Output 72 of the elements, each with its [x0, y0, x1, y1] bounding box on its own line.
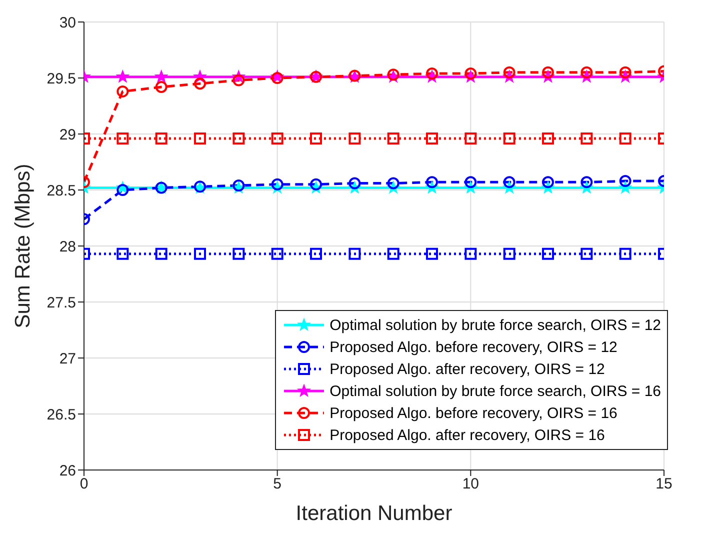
point	[464, 176, 477, 188]
y-tick-label: 28	[59, 238, 76, 256]
point	[426, 248, 438, 260]
point	[542, 66, 554, 78]
point	[464, 68, 477, 80]
point	[387, 177, 400, 190]
y-tick-label: 27.5	[46, 294, 76, 312]
point	[503, 66, 516, 78]
point	[155, 248, 168, 260]
x-tick-label: 0	[80, 476, 88, 493]
point	[580, 248, 593, 260]
y-axis-title: Sum Rate (Mbps)	[11, 164, 34, 328]
point	[464, 132, 477, 144]
point	[116, 132, 129, 144]
point	[619, 66, 632, 78]
point	[348, 132, 361, 144]
point	[116, 85, 129, 98]
point	[348, 177, 361, 190]
point	[426, 176, 438, 188]
y-tick-label: 27	[59, 350, 76, 368]
point	[503, 132, 516, 144]
point	[426, 68, 438, 80]
y-tick-label: 28.5	[46, 182, 76, 200]
point	[619, 132, 632, 144]
legend-label: Proposed Algo. after recovery, OIRS = 16	[330, 426, 605, 444]
point	[542, 176, 554, 188]
point	[194, 78, 206, 90]
point	[503, 248, 516, 260]
point	[619, 248, 632, 260]
legend-label: Proposed Algo. before recovery, OIRS = 12	[330, 338, 618, 356]
point	[232, 132, 245, 144]
legend-label: Proposed Algo. after recovery, OIRS = 12	[330, 360, 605, 378]
y-tick-label: 26	[59, 462, 76, 480]
point	[116, 184, 129, 196]
point	[310, 248, 322, 260]
point	[426, 132, 438, 144]
point	[194, 248, 206, 260]
point	[542, 248, 554, 260]
point	[542, 132, 554, 144]
y-tick-label: 29.5	[46, 70, 76, 88]
y-tick-label: 26.5	[46, 406, 76, 424]
point	[155, 70, 168, 82]
point	[194, 132, 206, 144]
point	[503, 176, 516, 188]
point	[155, 80, 168, 93]
x-axis-title: Iteration Number	[296, 502, 452, 525]
x-tick-label: 10	[462, 476, 480, 493]
legend-label: Optimal solution by brute force search, OIRS = 16	[330, 382, 661, 400]
point	[348, 248, 361, 260]
legend-label: Optimal solution by brute force search, OIRS = 12	[330, 316, 661, 334]
y-tick-label: 29	[59, 126, 76, 144]
y-tick-label: 30	[59, 14, 76, 32]
point	[116, 248, 129, 260]
point	[387, 248, 400, 260]
point	[271, 178, 284, 190]
point	[310, 132, 322, 144]
point	[580, 176, 593, 188]
point	[619, 175, 632, 188]
point	[580, 132, 593, 144]
point	[232, 74, 245, 86]
x-tick-label: 15	[656, 476, 672, 493]
point	[271, 132, 284, 144]
point	[464, 248, 477, 260]
point	[580, 66, 593, 78]
point	[116, 70, 129, 82]
point	[310, 178, 322, 190]
point	[232, 248, 245, 260]
point	[387, 132, 400, 144]
legend-label: Proposed Algo. before recovery, OIRS = 16	[330, 404, 618, 422]
x-tick-label: 5	[273, 476, 282, 493]
point	[271, 248, 284, 260]
point	[155, 132, 168, 144]
